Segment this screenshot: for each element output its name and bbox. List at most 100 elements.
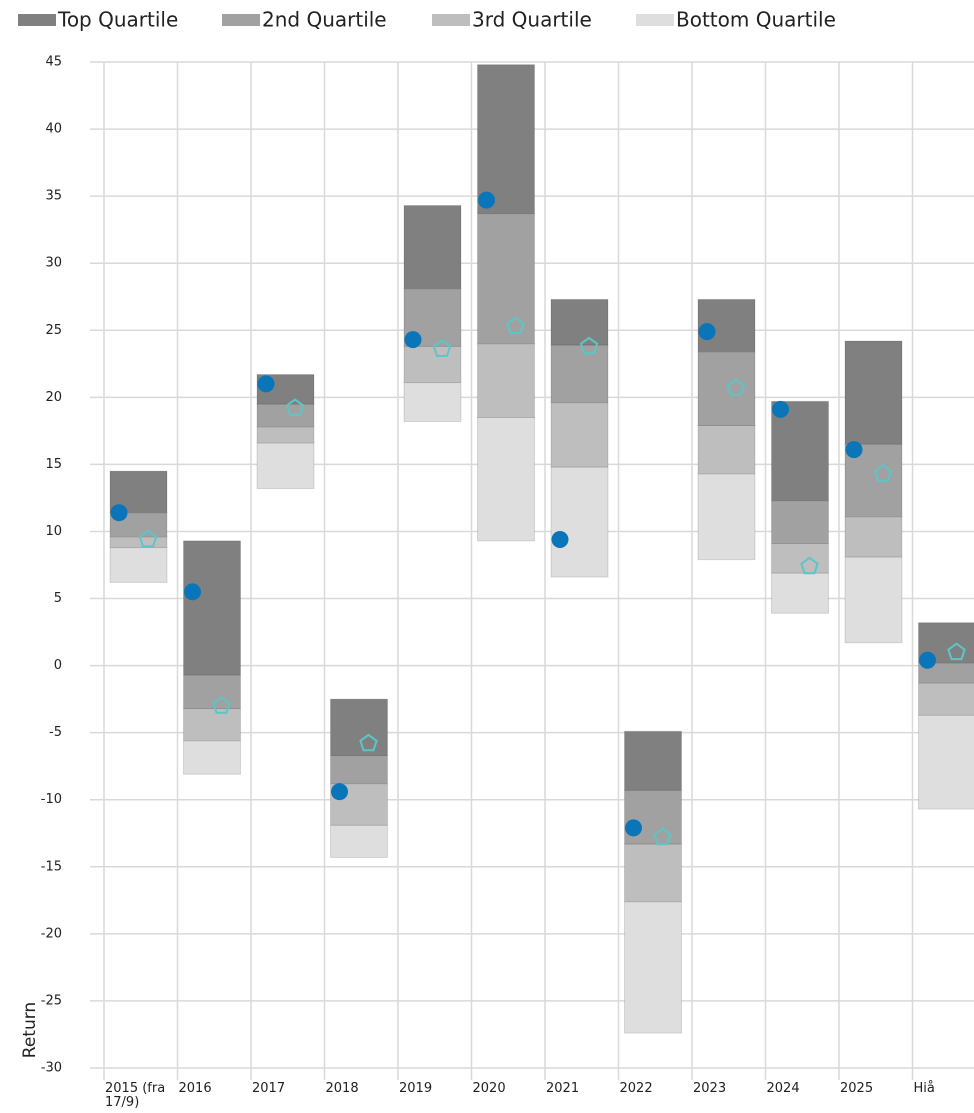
y-tick-label: 0 — [54, 658, 62, 673]
y-tick-label: -15 — [41, 859, 62, 874]
y-axis-label: Return — [20, 1002, 40, 1058]
benchmark-marker — [285, 398, 305, 416]
benchmark-marker — [800, 556, 819, 575]
bar-segment — [256, 442, 315, 490]
fund-marker — [184, 583, 201, 601]
bar-segment — [918, 714, 974, 810]
fund-marker — [551, 531, 569, 549]
bar-segment — [403, 345, 462, 384]
bar-segment — [477, 416, 535, 542]
fund-marker — [110, 504, 128, 522]
bar-segment — [330, 824, 388, 858]
benchmark-marker — [873, 464, 893, 482]
legend-swatch — [18, 14, 56, 26]
x-tick-label: 2024 — [766, 1081, 800, 1096]
fund-marker — [772, 400, 789, 418]
bar-segment — [918, 682, 974, 716]
legend-label: 3rd Quartile — [472, 8, 592, 32]
y-tick-label: 10 — [45, 524, 62, 539]
fund-marker — [698, 323, 716, 341]
fund-marker — [257, 375, 275, 393]
y-tick-label: 25 — [45, 323, 62, 338]
bar-segment — [109, 547, 168, 583]
legend-label: Bottom Quartile — [676, 8, 836, 32]
bar-segment — [330, 754, 388, 785]
bar-segment — [771, 543, 829, 574]
bar-segment — [624, 901, 682, 1034]
bar-segment — [844, 556, 903, 644]
bar-segment — [550, 344, 609, 404]
bar-segment — [844, 340, 903, 445]
legend-swatch — [432, 14, 470, 26]
x-tick-label: 2023 — [693, 1081, 727, 1096]
benchmark-marker — [726, 378, 746, 396]
legend-label: 2nd Quartile — [262, 8, 387, 32]
x-tick-label: 2025 — [840, 1081, 874, 1096]
bar-segment — [256, 403, 315, 428]
bar-segment — [550, 402, 609, 468]
fund-marker — [404, 331, 422, 349]
fund-marker — [919, 651, 936, 669]
bar-segment — [330, 698, 388, 756]
y-tick-label: -20 — [41, 926, 62, 941]
bar-segment — [183, 540, 241, 676]
benchmark-marker — [212, 696, 231, 714]
bar-segment — [403, 382, 462, 422]
bar-segment — [697, 425, 756, 475]
bar-segment — [697, 473, 756, 561]
y-tick-label: 40 — [45, 122, 62, 137]
x-tick-label: 2019 — [399, 1081, 433, 1096]
y-tick-label: -30 — [41, 1061, 62, 1076]
y-tick-label: 20 — [45, 390, 62, 405]
benchmark-marker — [506, 316, 525, 335]
bar-segment — [918, 662, 974, 684]
fund-marker — [331, 783, 348, 801]
bar-segment — [771, 400, 829, 502]
benchmark-marker — [359, 733, 378, 752]
x-tick-label: 2020 — [472, 1081, 506, 1096]
fund-marker — [845, 441, 863, 459]
bar-segment — [624, 843, 682, 903]
x-tick-label: 2018 — [325, 1081, 359, 1096]
bar-segment — [550, 466, 609, 578]
bar-segment — [183, 708, 241, 742]
y-tick-label: 45 — [45, 55, 62, 70]
y-tick-label: -5 — [49, 725, 62, 740]
benchmark-marker — [138, 529, 158, 548]
x-tick-label: 2022 — [619, 1081, 653, 1096]
benchmark-marker — [432, 339, 452, 357]
y-tick-label: 15 — [45, 457, 62, 472]
bar-segment — [624, 730, 682, 791]
y-tick-label: -25 — [41, 993, 62, 1008]
bar-segment — [183, 740, 241, 775]
bar-segment — [844, 516, 903, 558]
benchmark-marker — [653, 827, 672, 846]
x-tick-label: 2021 — [546, 1081, 580, 1096]
benchmark-marker — [947, 642, 966, 661]
bar-segment — [697, 351, 756, 427]
x-tick-label: 2016 — [178, 1081, 212, 1096]
bar-segment — [550, 298, 609, 346]
bar-segment — [771, 500, 829, 545]
x-tick-label: Hiå — [913, 1081, 935, 1096]
y-tick-label: -10 — [41, 792, 62, 807]
fund-marker — [625, 819, 642, 837]
y-tick-label: 30 — [45, 256, 62, 271]
bar-segment — [403, 205, 462, 290]
bar-segment — [183, 674, 241, 710]
bar-segment — [477, 213, 535, 345]
bar-segment — [477, 343, 535, 418]
bar-segment — [771, 572, 829, 614]
benchmark-marker — [579, 336, 599, 355]
fund-marker — [478, 191, 495, 209]
y-tick-label: 35 — [45, 189, 62, 204]
legend-swatch — [222, 14, 260, 26]
bar-segment — [256, 426, 315, 444]
legend-swatch — [636, 14, 674, 26]
bar-segment — [109, 536, 168, 549]
y-tick-label: 5 — [54, 591, 62, 606]
bar-segment — [477, 64, 535, 215]
legend-label: Top Quartile — [57, 8, 178, 32]
